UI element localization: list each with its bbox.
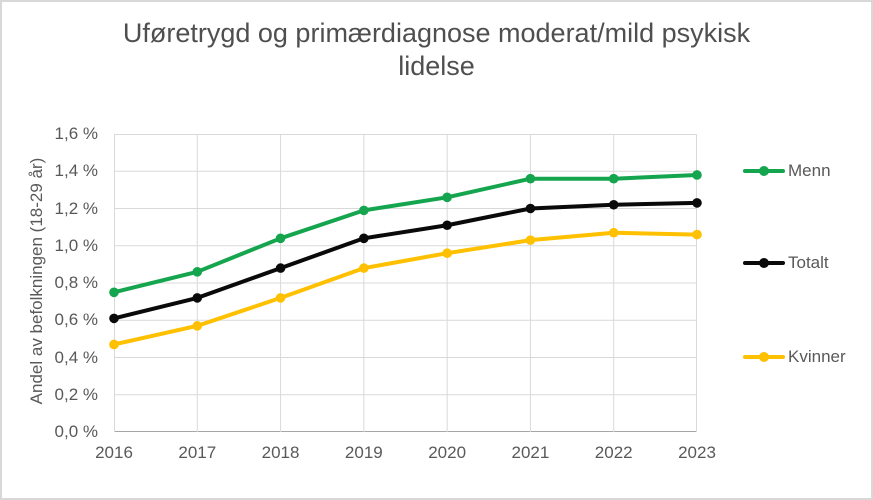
x-tick-label: 2021	[511, 443, 550, 462]
data-point-kvinner-2022	[608, 227, 619, 238]
data-point-menn-2016	[109, 287, 119, 298]
legend-marker-dot	[759, 166, 769, 176]
data-point-totalt-2019	[359, 233, 369, 244]
legend-marker-dot	[759, 258, 769, 268]
data-point-totalt-2020	[442, 220, 452, 231]
data-point-kvinner-2019	[359, 263, 369, 273]
y-tick-label: 1,2 %	[54, 198, 98, 218]
legend-label: Totalt	[788, 253, 829, 272]
series-line-totalt	[112, 200, 699, 321]
legend-item-menn: Menn	[743, 161, 831, 181]
x-tick-label: 2017	[178, 443, 217, 462]
series-line-kvinner	[112, 230, 699, 347]
legend-line-sample	[743, 166, 785, 176]
data-point-menn-2021	[525, 173, 536, 184]
x-tick-label: 2020	[428, 443, 467, 462]
y-tick-label: 1,4 %	[54, 161, 98, 181]
data-point-totalt-2023	[692, 198, 702, 208]
data-point-kvinner-2018	[275, 293, 286, 303]
data-point-kvinner-2023	[692, 229, 702, 240]
legend-line-sample	[743, 258, 785, 268]
data-point-kvinner-2016	[109, 339, 119, 350]
y-tick-label: 0,2 %	[54, 384, 98, 404]
legend-label: Menn	[788, 161, 831, 180]
data-point-menn-2022	[608, 173, 619, 184]
x-tick-label: 2016	[95, 443, 133, 462]
series-line-menn	[112, 172, 699, 295]
y-tick-label: 0,0 %	[54, 422, 98, 441]
data-point-totalt-2021	[525, 203, 536, 214]
data-point-totalt-2022	[608, 199, 619, 210]
legend-item-kvinner: Kvinner	[743, 347, 846, 367]
data-point-menn-2017	[192, 267, 203, 277]
legend-label: Kvinner	[788, 347, 846, 366]
y-tick-label: 1,0 %	[54, 235, 98, 255]
x-tick-label: 2023	[678, 443, 716, 462]
y-tick-label: 0,8 %	[54, 273, 98, 292]
data-point-totalt-2018	[275, 263, 286, 273]
data-point-kvinner-2017	[192, 321, 203, 331]
data-point-kvinner-2020	[442, 248, 452, 258]
data-point-totalt-2017	[192, 293, 203, 303]
data-point-menn-2019	[359, 205, 369, 216]
data-point-menn-2018	[275, 233, 286, 244]
legend-item-totalt: Totalt	[743, 253, 829, 273]
data-point-totalt-2016	[109, 313, 119, 324]
data-point-menn-2023	[692, 170, 702, 180]
y-tick-label: 0,6 %	[54, 310, 98, 330]
x-tick-label: 2022	[594, 443, 633, 462]
line-chart-plot-area	[109, 134, 702, 432]
y-tick-label: 0,4 %	[54, 347, 98, 367]
x-tick-label: 2019	[344, 443, 383, 462]
legend-marker-dot	[759, 352, 769, 362]
data-point-menn-2020	[442, 192, 452, 203]
chart-title: Uføretrygd og primærdiagnose moderat/mil…	[122, 18, 751, 81]
y-tick-label: 1,6 %	[54, 124, 98, 143]
x-tick-label: 2018	[261, 443, 300, 462]
data-point-kvinner-2021	[525, 235, 536, 245]
legend-line-sample	[743, 352, 785, 362]
